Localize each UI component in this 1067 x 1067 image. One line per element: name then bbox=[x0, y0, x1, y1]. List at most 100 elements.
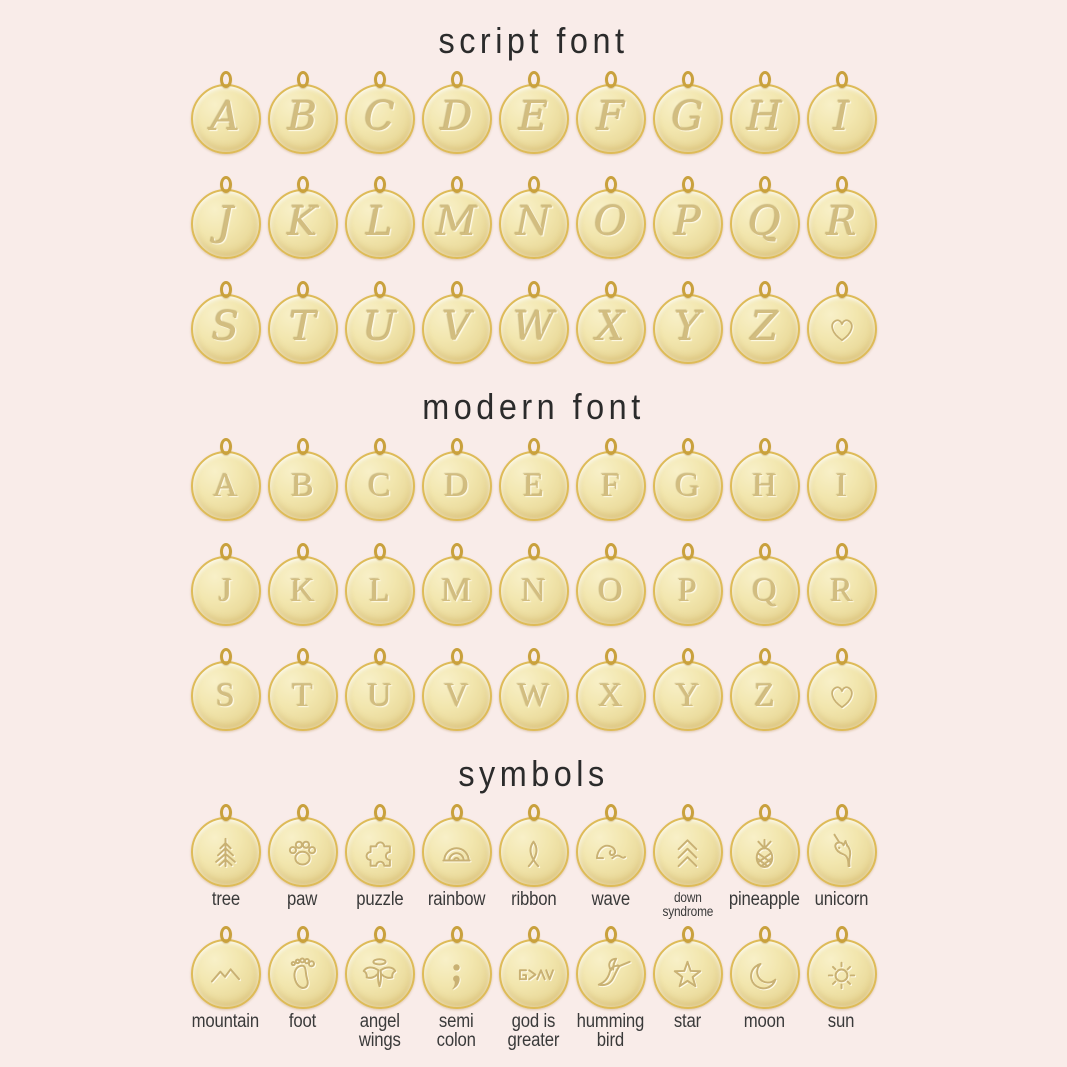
engraved-letter: G bbox=[675, 466, 700, 504]
engraved-letter: X bbox=[596, 304, 625, 351]
charm-disc bbox=[652, 939, 723, 1010]
ribbon-icon bbox=[527, 840, 540, 867]
charm-script-M: M bbox=[420, 176, 493, 260]
charm-symbol-ribbon: ribbon bbox=[497, 804, 570, 918]
engraved-letter: V bbox=[442, 304, 471, 351]
charm-script-G: G bbox=[651, 71, 724, 155]
engraved-letter: T bbox=[289, 304, 316, 351]
charm-bail-ring-icon bbox=[681, 176, 694, 194]
charm-disc: N bbox=[498, 555, 569, 626]
charm-disc: H bbox=[729, 450, 800, 521]
charm-bail-ring-icon bbox=[373, 926, 386, 944]
charm-disc: P bbox=[652, 189, 723, 260]
engraved-letter: A bbox=[211, 94, 240, 141]
rainbow-icon bbox=[442, 846, 471, 862]
engraved-letter: K bbox=[287, 199, 318, 246]
charm-label: pineapple bbox=[729, 889, 800, 911]
charm-modern-X: X bbox=[574, 647, 647, 731]
charm-script-D: D bbox=[420, 71, 493, 155]
mountain-icon bbox=[210, 968, 241, 983]
engraved-letter: W bbox=[512, 304, 555, 351]
charm-label: foot bbox=[288, 1011, 317, 1033]
charm-disc: F bbox=[575, 450, 646, 521]
charm-bail-ring-icon bbox=[758, 926, 771, 944]
charm-bail-ring-icon bbox=[681, 437, 694, 455]
god-is-greater-icon bbox=[518, 968, 554, 980]
charm-bail-ring-icon bbox=[758, 281, 771, 299]
charm-bail-ring-icon bbox=[758, 647, 771, 665]
charm-disc bbox=[652, 817, 723, 888]
charm-label: down syndrome bbox=[662, 890, 713, 919]
charm-script-Z: Z bbox=[728, 281, 801, 365]
paw-icon bbox=[288, 840, 317, 866]
charm-bail-ring-icon bbox=[835, 542, 848, 560]
charm-bail-ring-icon bbox=[835, 176, 848, 194]
charm-disc: E bbox=[498, 450, 569, 521]
charm-modern-M: M bbox=[420, 542, 493, 626]
charm-disc: C bbox=[344, 84, 415, 155]
charm-modern-D: D bbox=[420, 437, 493, 521]
charm-disc: I bbox=[806, 450, 877, 521]
charm-label: tree bbox=[211, 889, 240, 911]
charm-disc: V bbox=[421, 660, 492, 731]
charm-symbol-star: star bbox=[651, 926, 724, 1050]
charm-bail-ring-icon bbox=[527, 176, 540, 194]
charm-disc: C bbox=[344, 450, 415, 521]
charm-disc: Q bbox=[729, 555, 800, 626]
charm-script-S: S bbox=[189, 281, 262, 365]
charm-symbol-semicolon: semi colon bbox=[420, 926, 493, 1050]
charm-disc: R bbox=[806, 555, 877, 626]
angel-wings-icon bbox=[362, 957, 397, 987]
charm-bail-ring-icon bbox=[219, 71, 232, 89]
tree-icon bbox=[215, 837, 236, 867]
charm-symbol-foot: foot bbox=[266, 926, 339, 1050]
charm-bail-ring-icon bbox=[373, 281, 386, 299]
charm-script-V: V bbox=[420, 281, 493, 365]
engraved-letter: S bbox=[211, 304, 240, 351]
charm-script-C: C bbox=[343, 71, 416, 155]
charm-disc: Z bbox=[729, 294, 800, 365]
charm-modern-C: C bbox=[343, 437, 416, 521]
hummingbird-icon bbox=[597, 957, 631, 986]
charm-disc: A bbox=[190, 450, 261, 521]
charm-modern-S: S bbox=[189, 647, 262, 731]
charm-disc bbox=[498, 939, 569, 1010]
charm-disc: G bbox=[652, 84, 723, 155]
charm-modern-L: L bbox=[343, 542, 416, 626]
charm-bail-ring-icon bbox=[450, 647, 463, 665]
engraved-letter: F bbox=[601, 466, 620, 504]
puzzle-icon bbox=[365, 841, 391, 867]
charm-disc: L bbox=[344, 555, 415, 626]
charm-label: rainbow bbox=[427, 889, 486, 911]
charm-script-I: I bbox=[805, 71, 878, 155]
charm-bail-ring-icon bbox=[373, 71, 386, 89]
engraved-letter: K bbox=[290, 571, 315, 609]
charm-disc: M bbox=[421, 555, 492, 626]
engraved-letter: V bbox=[444, 676, 469, 714]
engraved-letter: M bbox=[436, 199, 477, 246]
charm-disc: L bbox=[344, 189, 415, 260]
charm-bail-ring-icon bbox=[450, 281, 463, 299]
modern-font-title: modern font bbox=[422, 386, 645, 428]
star-icon bbox=[673, 960, 702, 987]
charm-script-Q: Q bbox=[728, 176, 801, 260]
engraved-letter: Z bbox=[750, 304, 779, 351]
charm-bail-ring-icon bbox=[373, 804, 386, 822]
charm-bail-ring-icon bbox=[758, 71, 771, 89]
charm-bail-ring-icon bbox=[604, 71, 617, 89]
moon-icon bbox=[750, 962, 777, 989]
charm-symbol-tree: tree bbox=[189, 804, 262, 918]
charm-disc: S bbox=[190, 660, 261, 731]
charm-bail-ring-icon bbox=[373, 437, 386, 455]
charm-modern-V: V bbox=[420, 647, 493, 731]
wave-icon bbox=[595, 844, 627, 859]
charm-bail-ring-icon bbox=[758, 542, 771, 560]
charm-modern-heart bbox=[805, 647, 878, 731]
engraved-letter: E bbox=[518, 94, 549, 141]
heart-icon bbox=[830, 686, 853, 708]
